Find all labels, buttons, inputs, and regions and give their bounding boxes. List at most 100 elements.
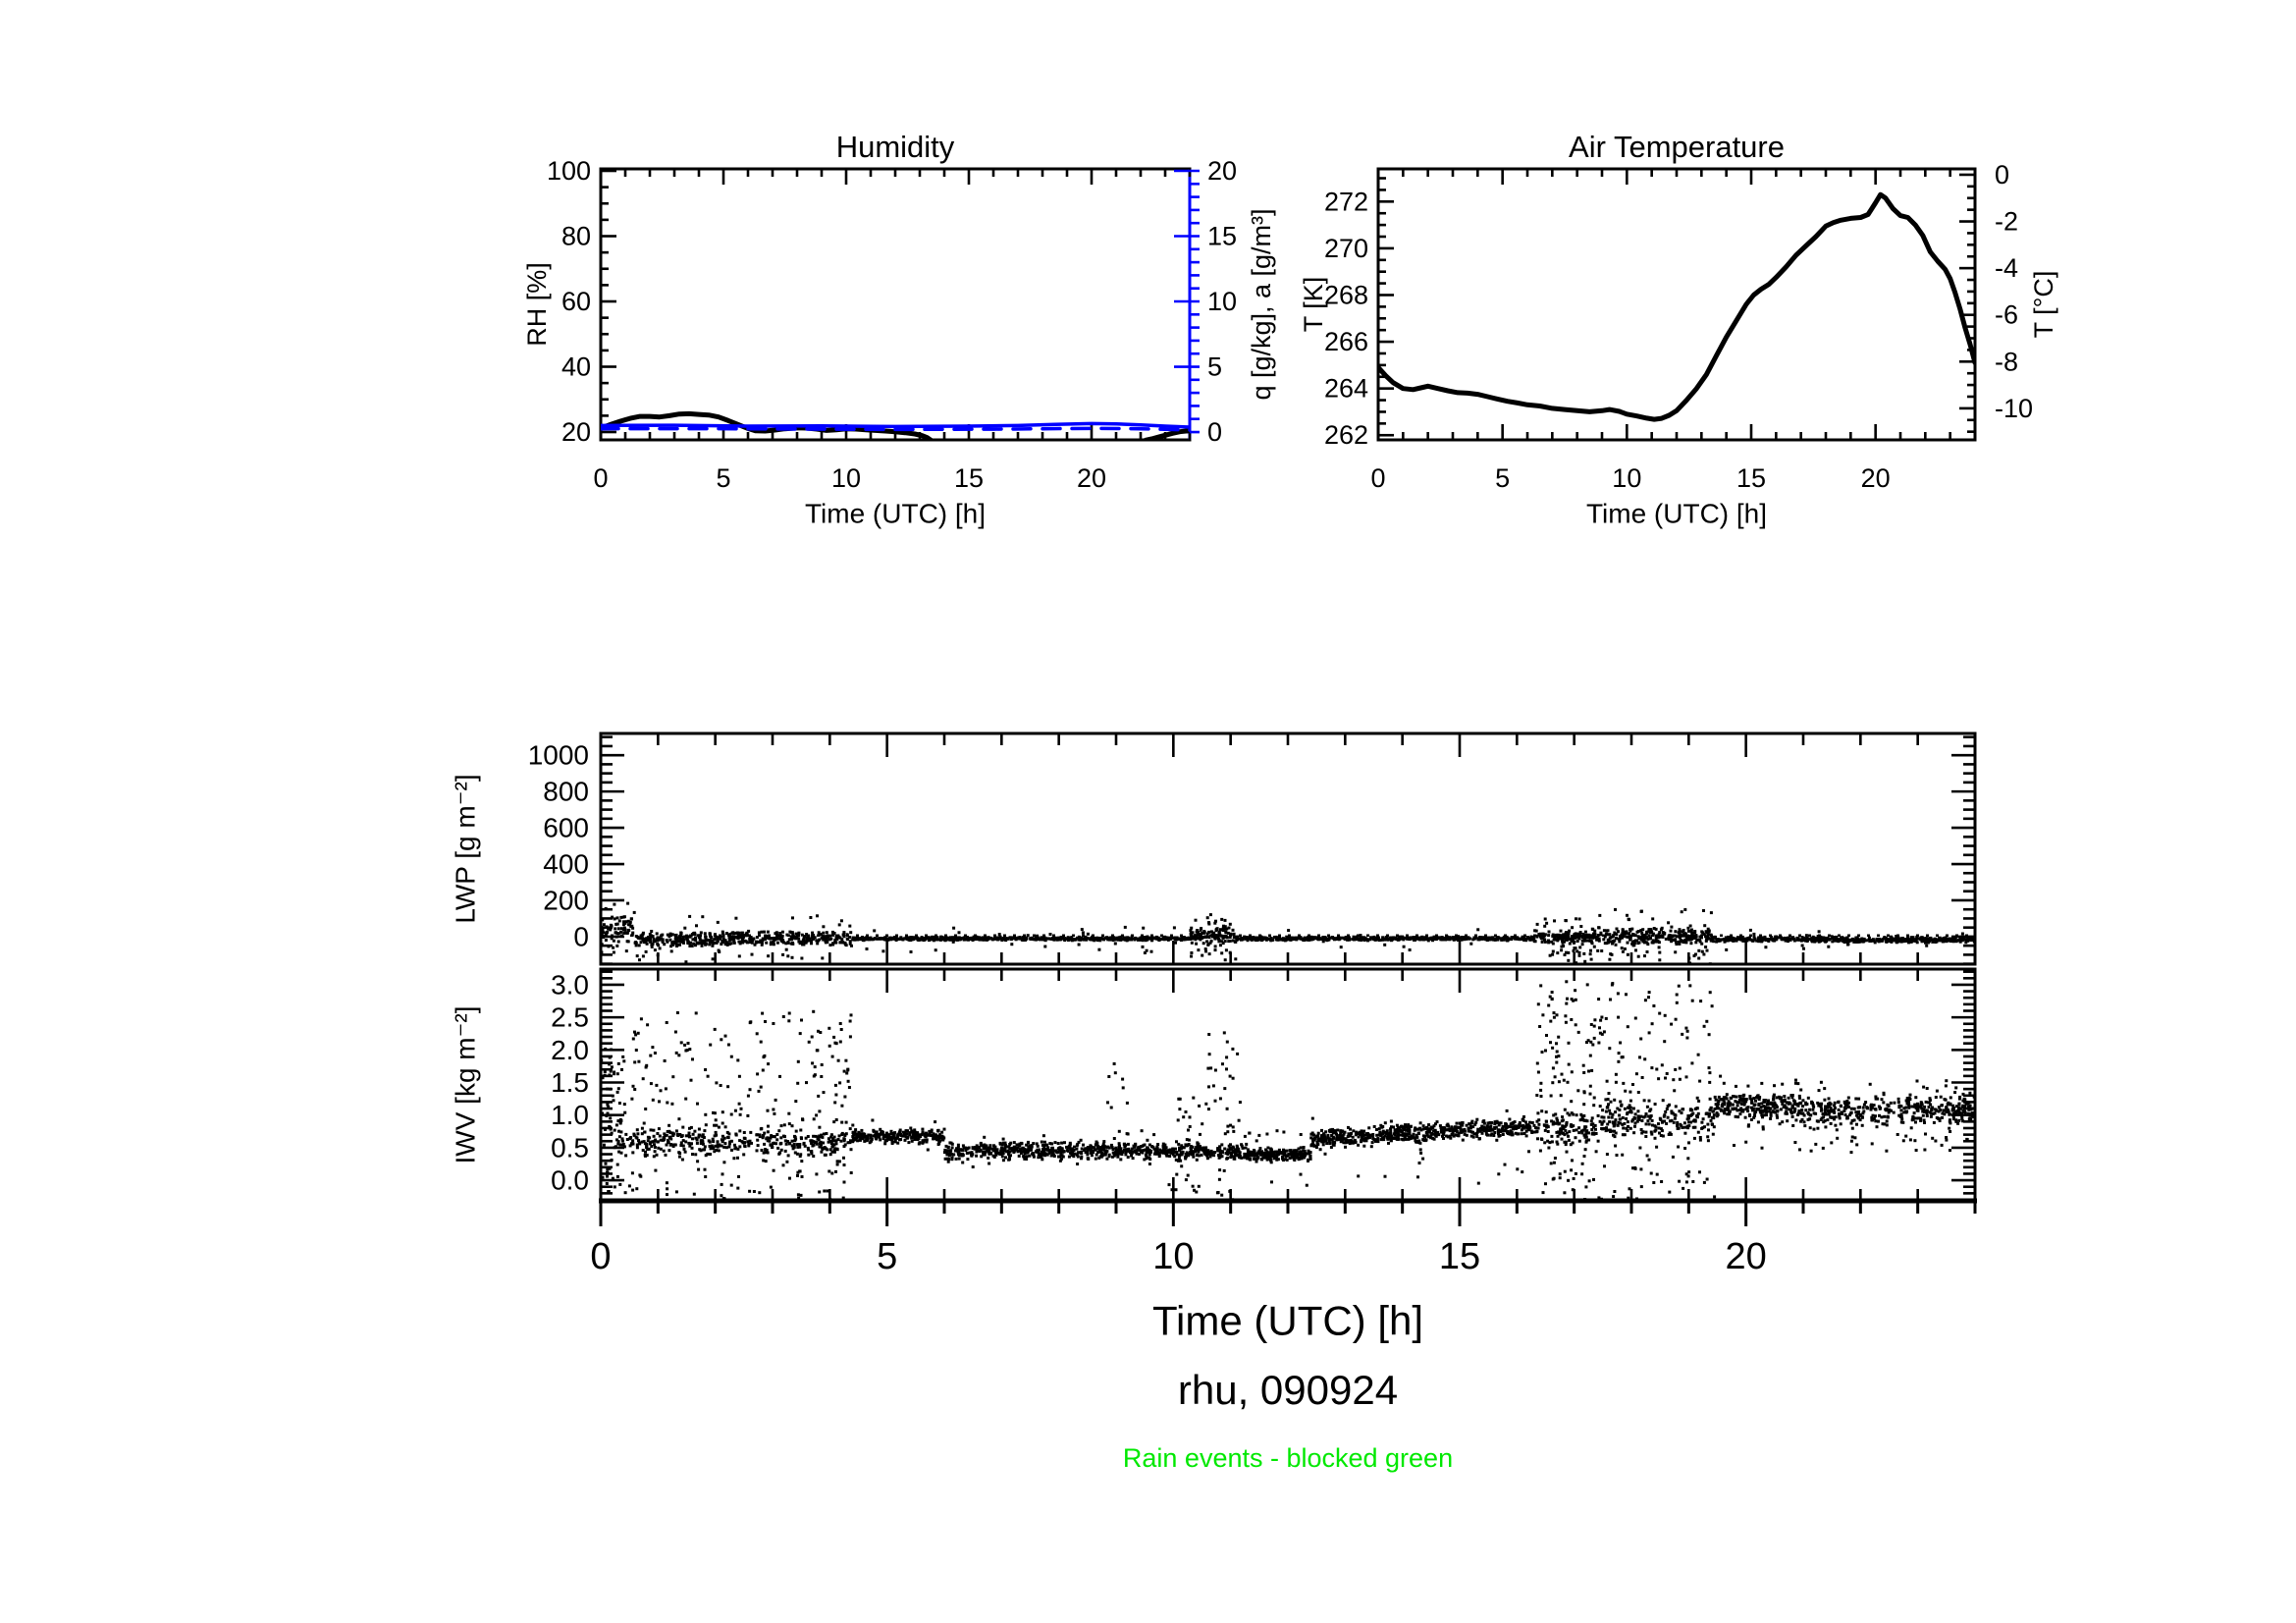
iwv-scatter-point: [926, 1148, 930, 1152]
iwv-scatter-point: [815, 1172, 819, 1176]
lwp-scatter-point: [950, 938, 954, 942]
lwp-scatter-point: [1743, 939, 1746, 943]
lwp-scatter-point: [1867, 936, 1871, 940]
lwp-scatter-point: [1225, 936, 1229, 940]
iwv-scatter-point: [787, 1011, 791, 1015]
lwp-scatter-point: [818, 938, 822, 942]
lwp-scatter-point: [830, 930, 834, 934]
lwp-scatter-point: [966, 938, 970, 942]
lwp-scatter-point: [1218, 934, 1222, 938]
lwp-scatter-point: [601, 918, 605, 922]
lwp-scatter-point: [1580, 936, 1584, 940]
iwv-y-tick-label: 1.5: [551, 1067, 589, 1098]
lwp-scatter-point: [1727, 936, 1731, 940]
iwv-scatter-point: [677, 1155, 681, 1159]
iwv-scatter-point: [644, 1150, 647, 1154]
lwp-scatter-point: [1458, 937, 1462, 941]
iwv-scatter-point: [727, 1142, 731, 1146]
iwv-scatter-point: [1004, 1156, 1007, 1160]
iwv-scatter-point: [616, 1140, 620, 1144]
iwv-scatter-point: [634, 1049, 638, 1052]
lwp-scatter-point: [883, 938, 887, 942]
lwp-scatter-point: [1649, 928, 1653, 932]
iwv-scatter-point: [612, 1099, 615, 1103]
lwp-scatter-point: [1605, 942, 1609, 946]
iwv-scatter-point: [1041, 1134, 1045, 1138]
lwp-scatter-point: [1915, 936, 1919, 940]
lwp-scatter-point: [1636, 942, 1640, 946]
iwv-y-tick-label: 3.0: [551, 969, 589, 1000]
lwp-scatter-point: [978, 936, 981, 940]
lwp-scatter-point: [757, 931, 761, 935]
lwp-scatter-point: [1012, 937, 1016, 941]
iwv-scatter-point: [807, 1040, 811, 1044]
iwv-scatter-point: [953, 1149, 957, 1153]
lwp-scatter-point: [894, 939, 898, 942]
lwp-scatter-point: [1479, 937, 1483, 941]
lwp-scatter-point: [1600, 949, 1604, 952]
iwv-scatter-point: [606, 1171, 610, 1174]
lwp-scatter-point: [1471, 938, 1475, 942]
iwv-scatter-point: [954, 1157, 958, 1161]
lwp-scatter-point: [1603, 935, 1607, 939]
lwp-scatter-point: [1213, 948, 1217, 952]
iwv-scatter-point: [898, 1128, 902, 1132]
iwv-scatter-point: [995, 1152, 999, 1156]
lwp-scatter-point: [1843, 937, 1847, 941]
lwp-scatter-point: [1204, 949, 1207, 953]
lwp-scatter-point: [619, 915, 623, 919]
lwp-scatter-point: [728, 932, 732, 936]
iwv-scatter-point: [1057, 1155, 1060, 1159]
iwv-scatter-point: [881, 1135, 885, 1139]
lwp-scatter-point: [1575, 961, 1578, 964]
lwp-scatter-point: [1873, 941, 1877, 945]
iwv-scatter-point: [697, 1135, 701, 1139]
iwv-scatter-point: [783, 1135, 786, 1139]
lwp-scatter-point: [708, 943, 712, 947]
iwv-scatter-point: [1063, 1141, 1066, 1145]
lwp-scatter-point: [679, 938, 683, 942]
iwv-scatter-point: [1094, 1157, 1097, 1161]
iwv-scatter-point: [679, 1144, 683, 1147]
lwp-scatter-point: [1819, 936, 1823, 940]
iwv-scatter-point: [799, 1153, 803, 1157]
lwp-scatter-point: [1442, 937, 1446, 940]
lwp-scatter-point: [612, 950, 615, 954]
iwv-scatter-point: [691, 1057, 694, 1061]
lwp-scatter-point: [858, 938, 862, 942]
lwp-scatter-point: [805, 937, 809, 941]
lwp-scatter-point: [1024, 936, 1028, 940]
lwp-y-tick-label: 400: [543, 849, 589, 880]
iwv-scatter-point: [624, 1154, 628, 1158]
lwp-scatter-point: [622, 915, 626, 919]
iwv-scatter-point: [701, 1141, 705, 1145]
lwp-scatter-point: [831, 942, 835, 946]
iwv-scatter-point: [841, 1196, 845, 1200]
lwp-scatter-point: [938, 938, 942, 942]
lwp-scatter-point: [1113, 942, 1117, 946]
iwv-scatter-point: [809, 1139, 813, 1143]
iwv-scatter-point: [818, 1109, 822, 1113]
lwp-scatter-point: [1705, 938, 1708, 942]
lwp-scatter-point: [1971, 937, 1975, 941]
iwv-scatter-point: [777, 1129, 781, 1133]
lwp-scatter-point: [1773, 935, 1777, 939]
iwv-scatter-point: [763, 1142, 767, 1146]
lwp-scatter-point: [650, 930, 654, 933]
iwv-scatter-point: [697, 1167, 701, 1171]
iwv-scatter-point: [775, 1133, 779, 1136]
lwp-scatter-point: [1196, 929, 1199, 933]
iwv-scatter-point: [940, 1130, 944, 1134]
iwv-scatter-point: [617, 1150, 621, 1154]
lwp-scatter-point: [1368, 938, 1372, 942]
iwv-scatter-point: [757, 1089, 761, 1093]
lwp-scatter-point: [1273, 936, 1276, 939]
iwv-scatter-point: [667, 1136, 671, 1140]
lwp-scatter-point: [1447, 937, 1450, 941]
iwv-scatter-point: [663, 1137, 667, 1141]
iwv-scatter-point: [959, 1153, 962, 1157]
lwp-scatter-point: [879, 937, 882, 941]
lwp-scatter-point: [775, 935, 779, 939]
lwp-scatter-point: [900, 937, 904, 941]
lwp-scatter-point: [736, 933, 740, 937]
